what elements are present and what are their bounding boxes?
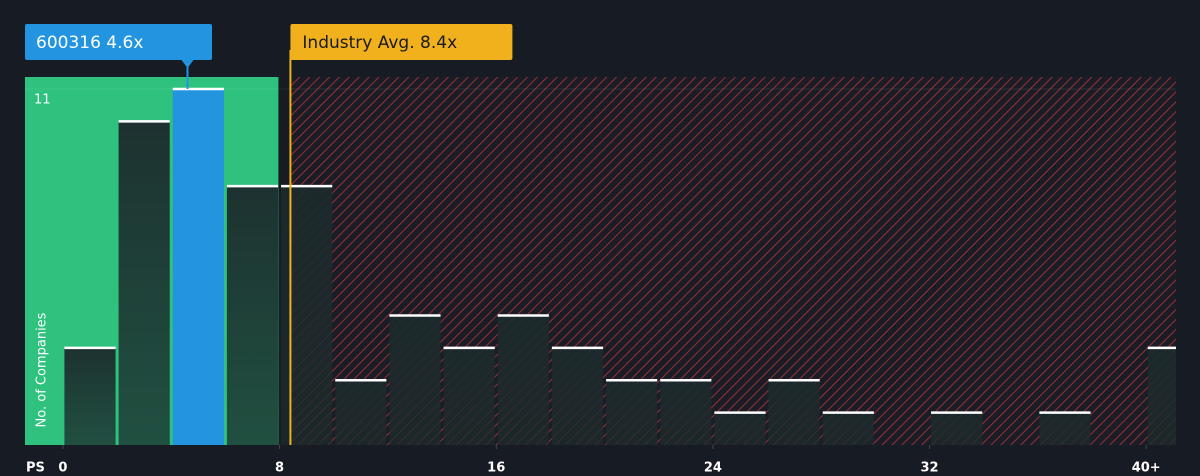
bar	[931, 412, 983, 445]
bar	[389, 315, 441, 445]
bar	[64, 347, 116, 445]
x-tick-label: 0	[58, 461, 67, 476]
y-tick-label: 11	[34, 93, 51, 108]
bar	[118, 121, 170, 445]
x-tick-label: 16	[487, 461, 505, 476]
industry-label-box	[290, 24, 513, 60]
company-pointer	[181, 60, 194, 68]
bar	[335, 380, 387, 445]
industry-label: Industry Avg. 8.4x	[302, 33, 457, 53]
bar	[714, 412, 766, 445]
bar	[660, 380, 712, 445]
bar	[822, 412, 874, 445]
bar	[443, 347, 495, 445]
bar	[606, 380, 658, 445]
x-tick-label: 8	[275, 461, 284, 476]
x-axis-label: PS	[26, 461, 45, 476]
bar	[1039, 412, 1091, 445]
company-label-box	[25, 24, 212, 60]
highlighted-bar	[172, 89, 224, 445]
bar	[1147, 347, 1176, 445]
bar	[226, 186, 279, 445]
bar	[768, 380, 820, 445]
x-tick-label: 32	[921, 461, 939, 476]
bars	[64, 87, 1176, 445]
y-axis-label: No. of Companies	[35, 312, 50, 427]
bar	[497, 315, 549, 445]
company-label: 600316 4.6x	[36, 33, 143, 53]
x-tick-label: 40+	[1132, 461, 1161, 476]
bar	[551, 347, 604, 445]
x-tick-label: 24	[704, 461, 722, 476]
bar	[281, 186, 333, 445]
